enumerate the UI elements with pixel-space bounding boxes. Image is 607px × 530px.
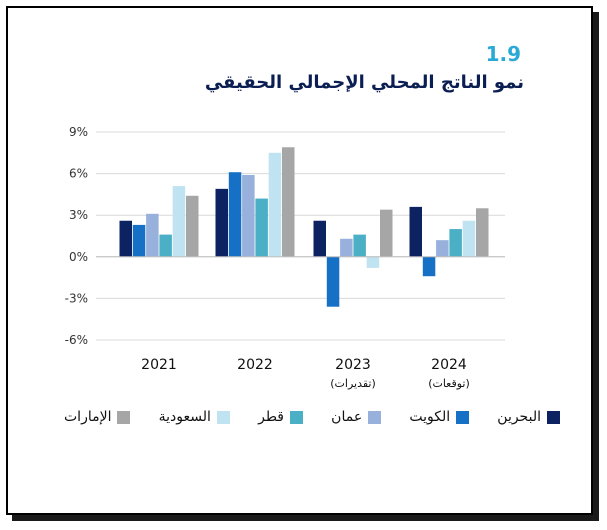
- legend-item: الكويت: [409, 409, 470, 425]
- bar: [119, 220, 132, 257]
- y-tick-label: 9%: [69, 125, 88, 139]
- legend-label: السعودية: [158, 409, 211, 425]
- bar: [132, 224, 146, 257]
- legend-label: الكويت: [409, 409, 451, 425]
- figure-number: 1.9: [485, 42, 521, 66]
- bar: [353, 234, 366, 257]
- y-tick-label: 6%: [69, 167, 88, 181]
- bar: [366, 256, 380, 268]
- bar: [159, 234, 172, 257]
- bar: [422, 256, 436, 277]
- bar: [340, 238, 353, 257]
- legend-label: عمان: [331, 409, 363, 425]
- legend-item: قطر: [258, 409, 303, 425]
- bar: [282, 147, 295, 257]
- y-axis-ticks: 9% 6% 3% 0% -3% -6%: [65, 125, 88, 347]
- bar: [313, 220, 326, 257]
- legend-label: البحرين: [497, 409, 541, 425]
- y-tick-label: -6%: [65, 333, 88, 347]
- legend: البحرين الكويت عمان قطر السعودية الإمارا…: [64, 409, 560, 425]
- bar: [268, 152, 282, 257]
- bar: [462, 220, 476, 257]
- bar: [409, 206, 422, 257]
- y-tick-label: -3%: [65, 291, 88, 305]
- legend-swatch: [546, 410, 560, 424]
- x-category-subtitle: (تقديرات): [330, 377, 376, 390]
- legend-swatch: [117, 410, 131, 424]
- bar: [255, 198, 268, 257]
- bar: [215, 188, 228, 257]
- legend-item: السعودية: [159, 409, 230, 425]
- x-category-label: 2024: [431, 357, 467, 373]
- bar: [228, 172, 242, 257]
- x-category-label: 2023: [335, 357, 371, 373]
- legend-swatch: [290, 410, 303, 424]
- bar: [146, 213, 159, 257]
- x-category-label: 2022: [237, 357, 273, 373]
- bar: [172, 186, 186, 257]
- y-tick-label: 0%: [69, 250, 88, 264]
- legend-swatch: [368, 410, 382, 424]
- legend-swatch: [216, 410, 230, 424]
- bar: [242, 174, 255, 257]
- figure-title: نمو الناتج المحلي الإجمالي الحقيقي: [204, 72, 524, 93]
- x-category-subtitle: (توقعات): [428, 377, 470, 390]
- bar: [326, 256, 340, 307]
- legend-item: البحرين: [497, 409, 560, 425]
- legend-item: الإمارات: [64, 409, 131, 425]
- bar: [449, 229, 462, 257]
- y-tick-label: 3%: [69, 208, 88, 222]
- bar: [186, 195, 199, 257]
- legend-swatch: [456, 410, 470, 424]
- legend-item: عمان: [331, 409, 382, 425]
- bar: [380, 209, 393, 257]
- bar: [436, 240, 449, 257]
- bars: [96, 147, 505, 307]
- x-category-label: 2021: [141, 357, 177, 373]
- bar: [476, 208, 489, 257]
- legend-label: قطر: [258, 409, 284, 425]
- figure-frame: 1.9 نمو الناتج المحلي الإجمالي الحقيقي: [6, 6, 593, 515]
- legend-label: الإمارات: [64, 409, 112, 425]
- x-axis-categories: 2021 2022 2023 (تقديرات) 2024 (توقعات): [141, 357, 470, 390]
